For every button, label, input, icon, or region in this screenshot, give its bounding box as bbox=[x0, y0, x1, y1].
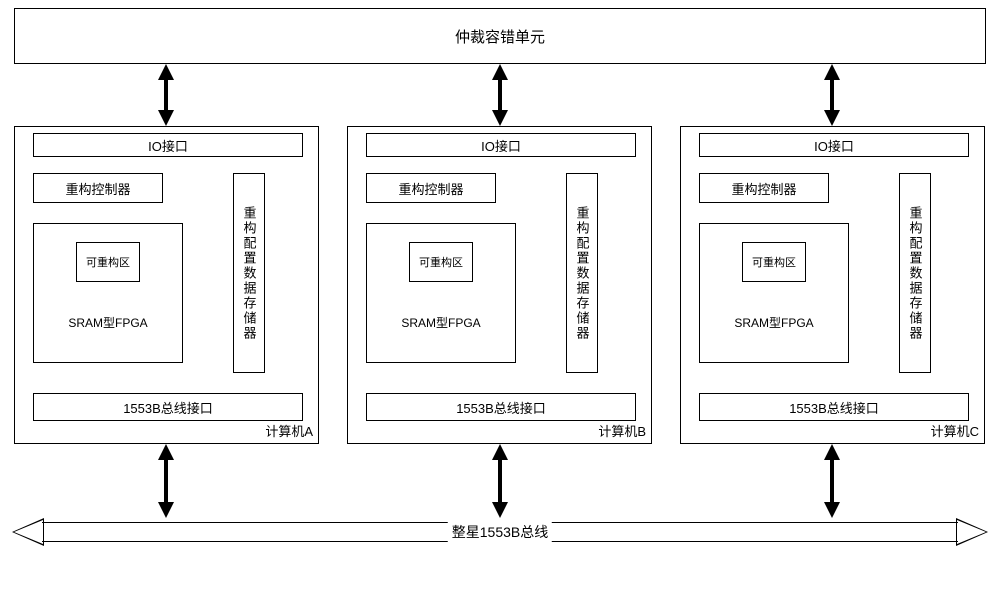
arbiter-unit-box: 仲裁容错单元 bbox=[14, 8, 986, 64]
bus-label: 整星1553B总线 bbox=[448, 522, 552, 542]
fpga-a: 可重构区 SRAM型FPGA bbox=[33, 223, 183, 363]
computer-b: IO接口 重构控制器 重构配置数据存储器 可重构区 SRAM型FPGA 1553… bbox=[347, 126, 652, 444]
reconfig-storage-a: 重构配置数据存储器 bbox=[233, 173, 265, 373]
reconfig-area-label: 可重构区 bbox=[419, 254, 463, 270]
reconfig-area-b: 可重构区 bbox=[409, 242, 473, 282]
reconfig-ctrl-label: 重构控制器 bbox=[731, 179, 796, 198]
fpga-b: 可重构区 SRAM型FPGA bbox=[366, 223, 516, 363]
io-label: IO接口 bbox=[481, 136, 521, 155]
bus-if-label: 1553B总线接口 bbox=[789, 398, 879, 417]
fpga-type-label: SRAM型FPGA bbox=[367, 314, 515, 331]
bus-interface-c: 1553B总线接口 bbox=[699, 393, 969, 421]
reconfig-controller-b: 重构控制器 bbox=[366, 173, 496, 203]
io-label: IO接口 bbox=[148, 136, 188, 155]
bus-if-label: 1553B总线接口 bbox=[456, 398, 546, 417]
reconfig-area-label: 可重构区 bbox=[86, 254, 130, 270]
system-bus: 整星1553B总线 bbox=[12, 518, 988, 546]
reconfig-ctrl-label: 重构控制器 bbox=[398, 179, 463, 198]
diagram-canvas: 仲裁容错单元 IO接口 重构控制器 重构配置数据存储器 可重构区 bbox=[0, 0, 1000, 593]
io-interface-a: IO接口 bbox=[33, 133, 303, 157]
reconfig-store-label: 重构配置数据存储器 bbox=[906, 206, 925, 341]
reconfig-area-c: 可重构区 bbox=[742, 242, 806, 282]
bus-interface-a: 1553B总线接口 bbox=[33, 393, 303, 421]
reconfig-area-a: 可重构区 bbox=[76, 242, 140, 282]
reconfig-storage-c: 重构配置数据存储器 bbox=[899, 173, 931, 373]
computer-a-label: 计算机A bbox=[265, 421, 313, 440]
fpga-type-label: SRAM型FPGA bbox=[700, 314, 848, 331]
reconfig-ctrl-label: 重构控制器 bbox=[65, 179, 130, 198]
reconfig-controller-c: 重构控制器 bbox=[699, 173, 829, 203]
computer-c-label: 计算机C bbox=[931, 421, 979, 440]
fpga-type-label: SRAM型FPGA bbox=[34, 314, 182, 331]
reconfig-area-label: 可重构区 bbox=[752, 254, 796, 270]
reconfig-store-label: 重构配置数据存储器 bbox=[573, 206, 592, 341]
reconfig-store-label: 重构配置数据存储器 bbox=[240, 206, 259, 341]
arbiter-label: 仲裁容错单元 bbox=[455, 26, 545, 47]
reconfig-controller-a: 重构控制器 bbox=[33, 173, 163, 203]
io-interface-b: IO接口 bbox=[366, 133, 636, 157]
computer-b-label: 计算机B bbox=[598, 421, 646, 440]
reconfig-storage-b: 重构配置数据存储器 bbox=[566, 173, 598, 373]
computer-a: IO接口 重构控制器 重构配置数据存储器 可重构区 SRAM型FPGA 1553… bbox=[14, 126, 319, 444]
bus-if-label: 1553B总线接口 bbox=[123, 398, 213, 417]
io-interface-c: IO接口 bbox=[699, 133, 969, 157]
computer-c: IO接口 重构控制器 重构配置数据存储器 可重构区 SRAM型FPGA 1553… bbox=[680, 126, 985, 444]
bus-interface-b: 1553B总线接口 bbox=[366, 393, 636, 421]
fpga-c: 可重构区 SRAM型FPGA bbox=[699, 223, 849, 363]
io-label: IO接口 bbox=[814, 136, 854, 155]
